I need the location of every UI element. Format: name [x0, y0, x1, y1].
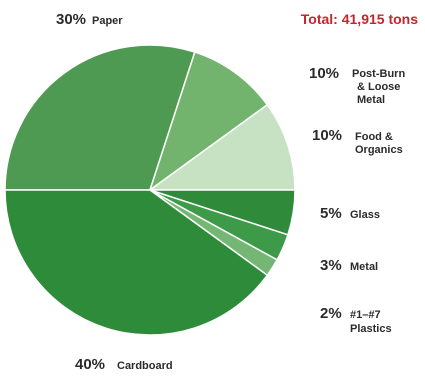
- slice-cardboard-label: Cardboard: [117, 360, 173, 372]
- pie-slice-cardboard: [4, 189, 269, 336]
- slice-post-burn-label-line3: Metal: [357, 94, 385, 106]
- slice-post-burn-label-line2: & Loose: [357, 81, 400, 93]
- slice-plastics-label-line2: Plastics: [350, 323, 392, 335]
- pie-slice-food-organics: [147, 103, 296, 191]
- slice-metal-label: Metal: [350, 261, 378, 273]
- slice-cardboard-percent: 40%: [75, 356, 105, 373]
- slice-plastics-percent: 2%: [320, 305, 342, 322]
- pie-slice-paper: [4, 44, 196, 191]
- slice-glass-percent: 5%: [320, 205, 342, 222]
- slice-plastics-label: #1–#7 Plastics: [350, 309, 392, 335]
- slice-paper-percent: 30%: [56, 11, 86, 28]
- slice-food-label-line2: Organics: [355, 144, 403, 156]
- slice-post-burn-label: Post-Burn & Loose Metal: [352, 68, 408, 106]
- slice-glass-label: Glass: [350, 209, 380, 221]
- slice-food-percent: 10%: [312, 127, 342, 144]
- slice-metal-percent: 3%: [320, 257, 342, 274]
- pie-slice-post-burn-loose-metal: [148, 51, 269, 192]
- slice-post-burn-percent: 10%: [309, 65, 339, 82]
- slice-food-label-line1: Food &: [355, 131, 393, 143]
- pie-slices: [4, 44, 296, 336]
- slice-food-label: Food & Organics: [355, 131, 403, 156]
- slice-post-burn-label-line1: Post-Burn: [352, 68, 405, 80]
- slice-paper-label: Paper: [92, 15, 123, 27]
- chart-total-label: Total: 41,915 tons: [301, 11, 418, 27]
- slice-plastics-label-line1: #1–#7: [350, 309, 381, 321]
